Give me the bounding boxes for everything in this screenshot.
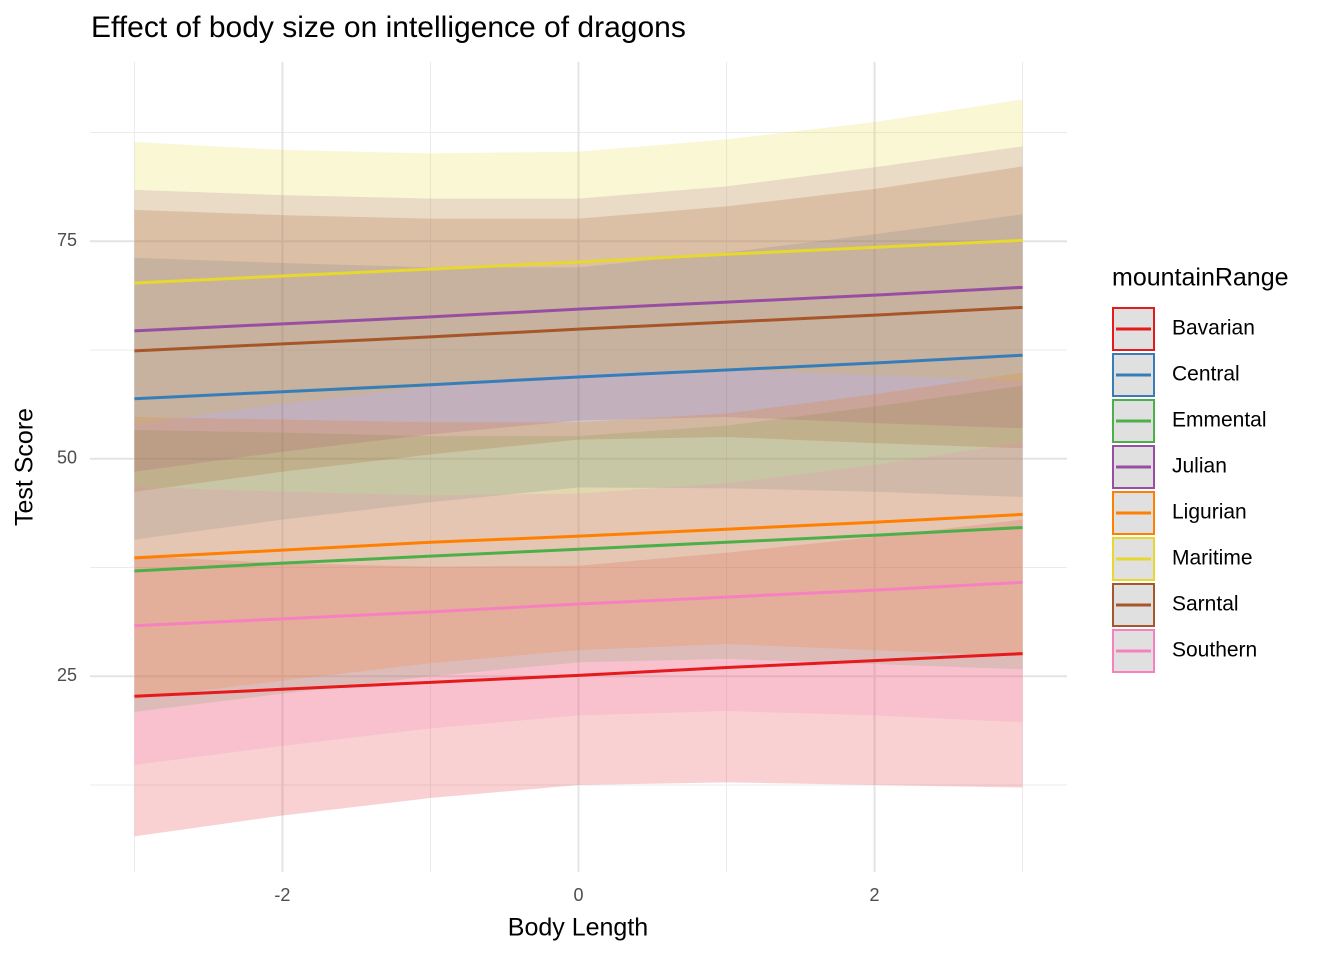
legend-label: Central <box>1172 363 1240 386</box>
legend-label: Maritime <box>1172 547 1253 570</box>
fit-line <box>134 512 1023 560</box>
fit-line <box>134 238 1023 285</box>
y-axis-title: Test Score <box>11 408 39 526</box>
x-tick-label: 0 <box>573 885 583 905</box>
legend-title: mountainRange <box>1112 264 1289 292</box>
legend-label: Ligurian <box>1172 501 1247 524</box>
x-tick-label: -2 <box>274 885 290 905</box>
y-tick-label: 50 <box>57 447 77 467</box>
ribbon <box>134 519 1023 837</box>
fit-line <box>134 652 1023 698</box>
fit-line <box>134 525 1023 573</box>
fit-line <box>134 305 1023 353</box>
legend-label: Bavarian <box>1172 317 1255 340</box>
y-tick-label: 25 <box>57 665 77 685</box>
fit-line <box>134 353 1023 401</box>
chart-title: Effect of body size on intelligence of d… <box>91 11 686 44</box>
x-axis-title: Body Length <box>508 914 648 942</box>
y-tick-label: 75 <box>57 230 77 250</box>
x-tick-label: 2 <box>870 885 880 905</box>
legend-label: Southern <box>1172 639 1257 662</box>
fit-line <box>134 580 1023 628</box>
fit-line <box>134 285 1023 333</box>
legend-label: Julian <box>1172 455 1227 478</box>
legend-label: Sarntal <box>1172 593 1239 616</box>
legend-label: Emmental <box>1172 409 1267 432</box>
